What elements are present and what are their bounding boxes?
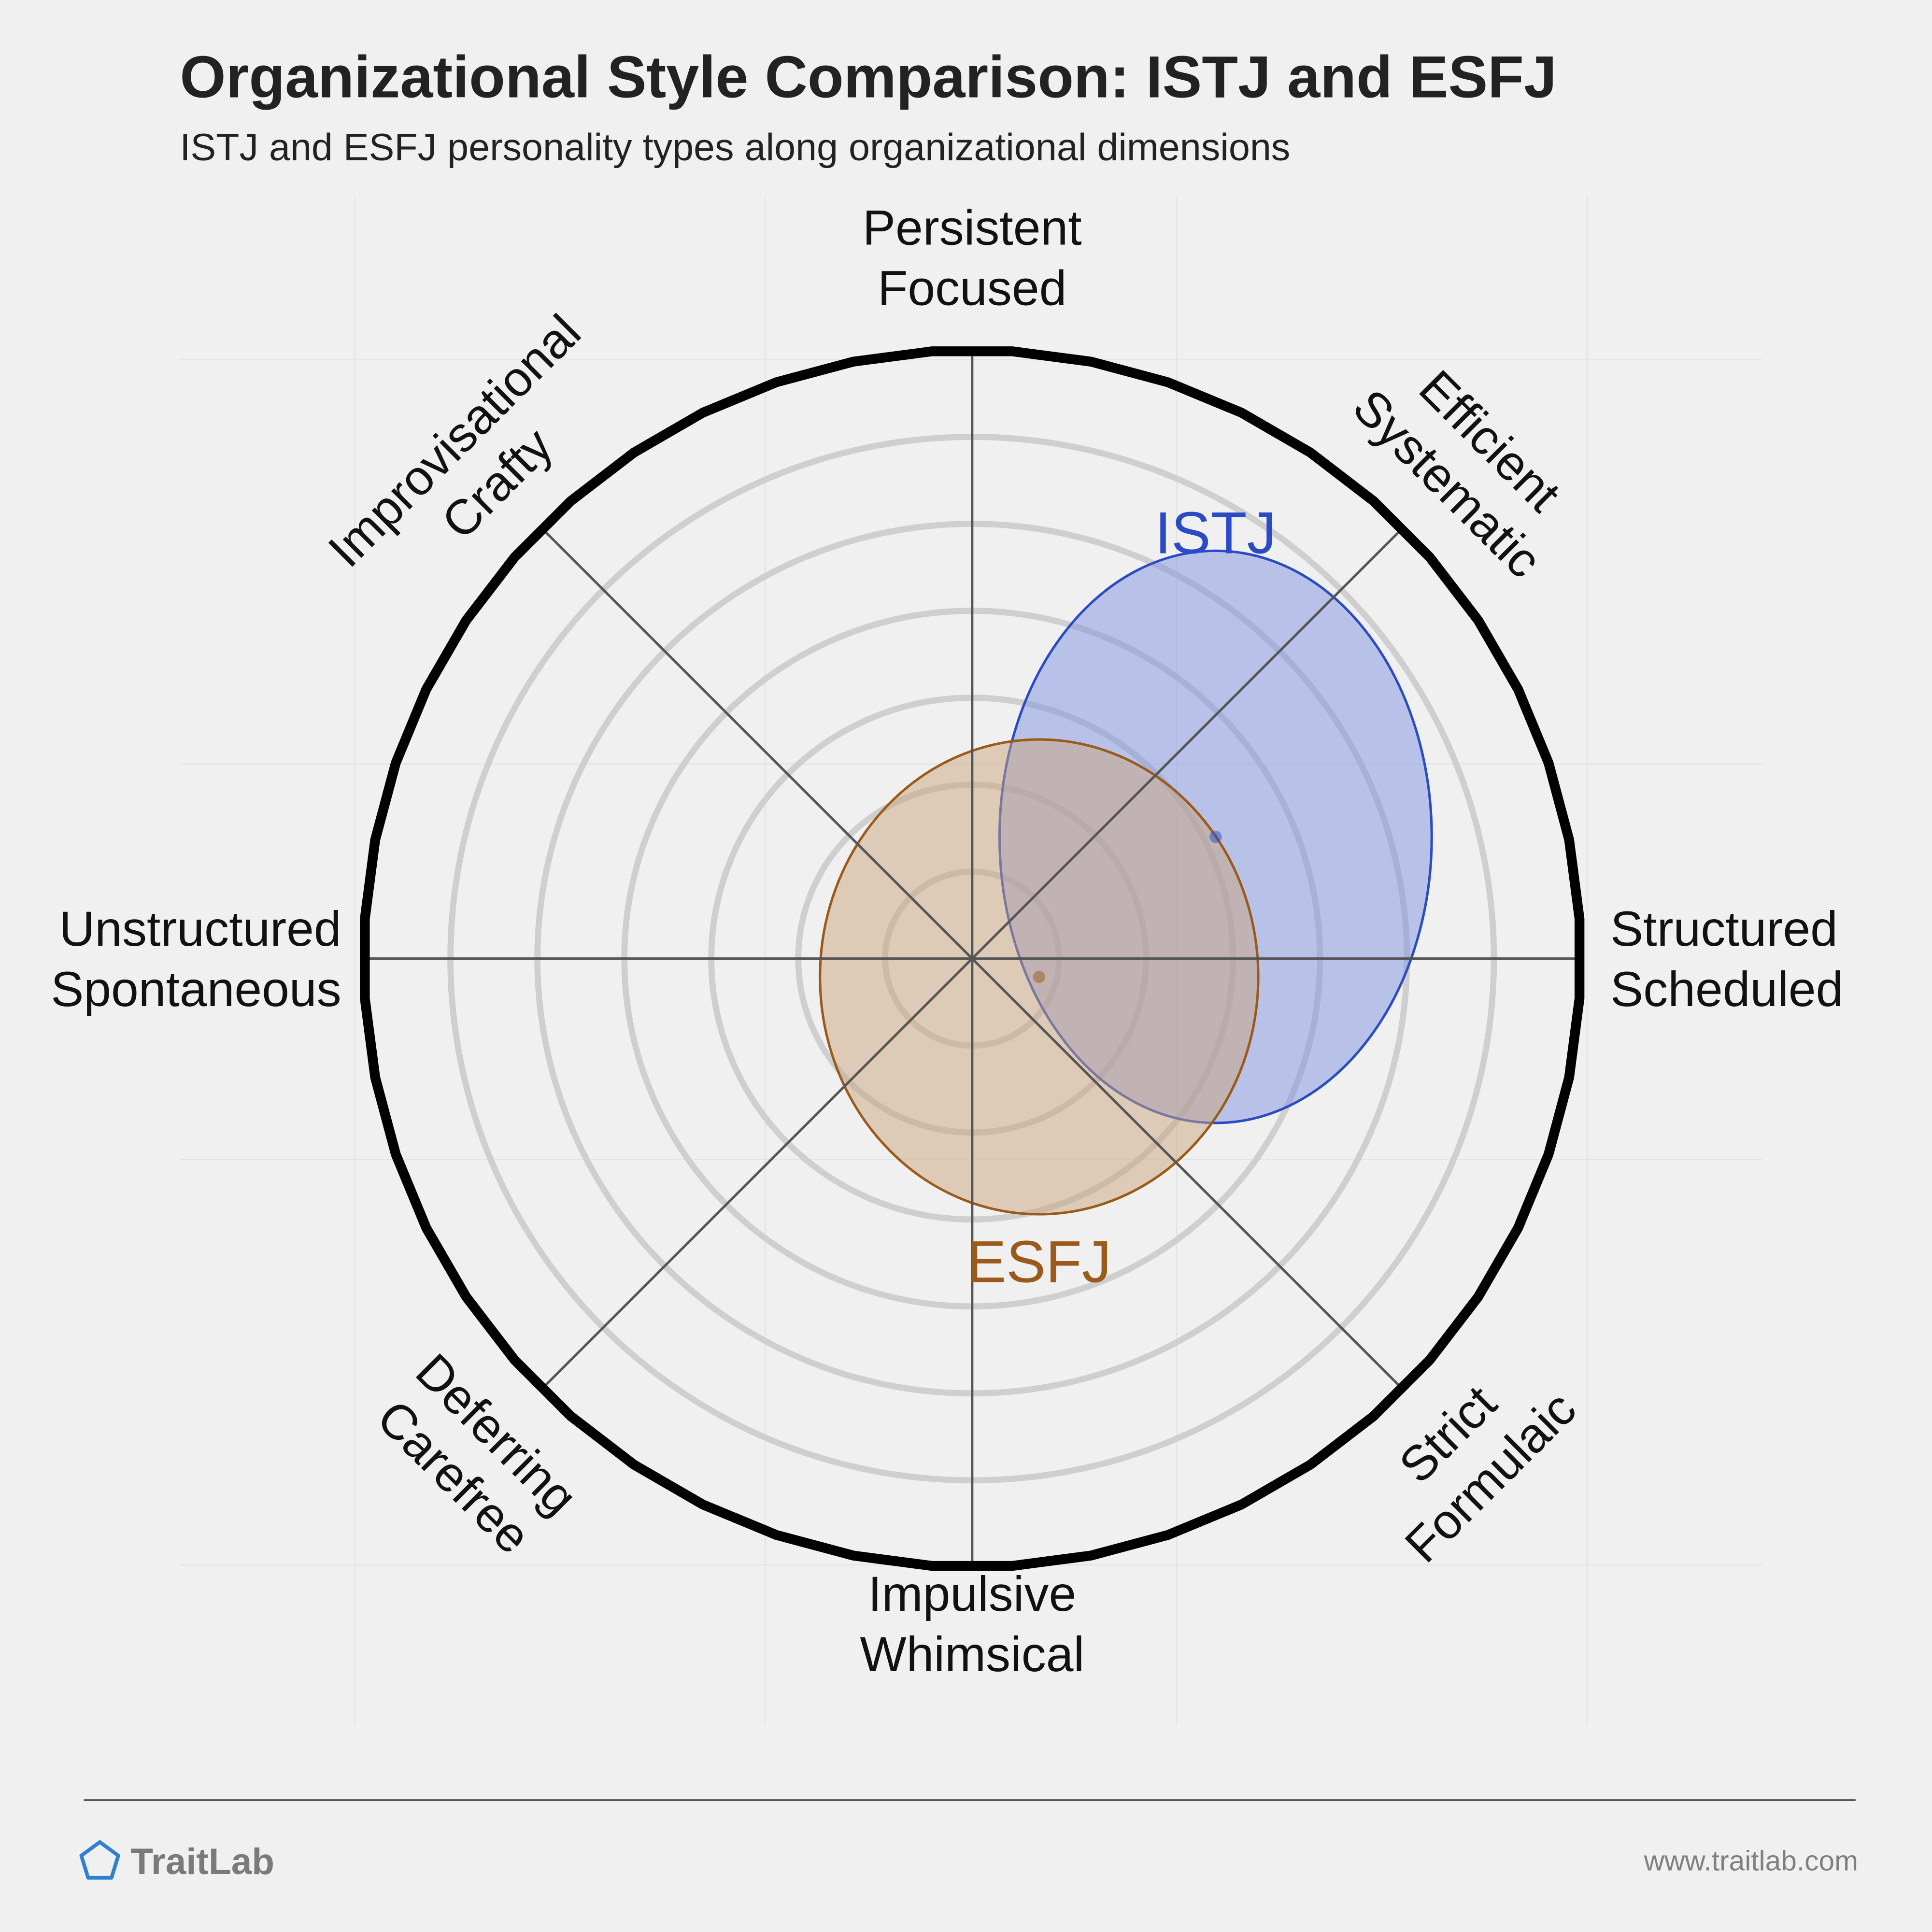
axis-label-2-line-1: Scheduled [1610,962,1843,1017]
axis-label-2: Structured Scheduled [1610,901,1843,1017]
axis-label-2-line-0: Structured [1610,901,1838,956]
series-label-istj: ISTJ [1155,499,1277,566]
traitlab-logo-icon [79,1840,120,1880]
axis-spoke-1 [971,527,1404,960]
axis-label-4-line-0: Impulsive [868,1566,1076,1621]
series-center-istj [1209,830,1222,843]
axis-spokes [363,350,1581,1567]
axis-spoke-5 [540,957,973,1390]
chart-title: Organizational Style Comparison: ISTJ an… [180,44,1557,110]
series-marks: ISTJ ESFJ [967,499,1277,1294]
series-center-esfj [1033,970,1046,983]
axis-spoke-7 [540,527,973,960]
footer-url: www.traitlab.com [1644,1845,1858,1876]
chart-subtitle: ISTJ and ESFJ personality types along or… [180,126,1290,169]
axis-label-4-line-1: Whimsical [860,1627,1084,1682]
axis-label-4: Impulsive Whimsical [860,1566,1084,1682]
footer-brand: TraitLab [130,1841,274,1882]
axis-label-6-line-1: Spontaneous [51,962,341,1017]
axis-label-6-line-0: Unstructured [59,901,341,956]
axis-label-0-line-0: Persistent [863,200,1082,255]
outer-ring [360,346,1585,1571]
axis-label-6: Unstructured Spontaneous [51,901,341,1017]
axis-spoke-3 [971,957,1404,1390]
axis-label-0-line-1: Focused [878,260,1066,315]
series-label-esfj: ESFJ [967,1228,1111,1294]
series-layer [819,549,1433,1216]
